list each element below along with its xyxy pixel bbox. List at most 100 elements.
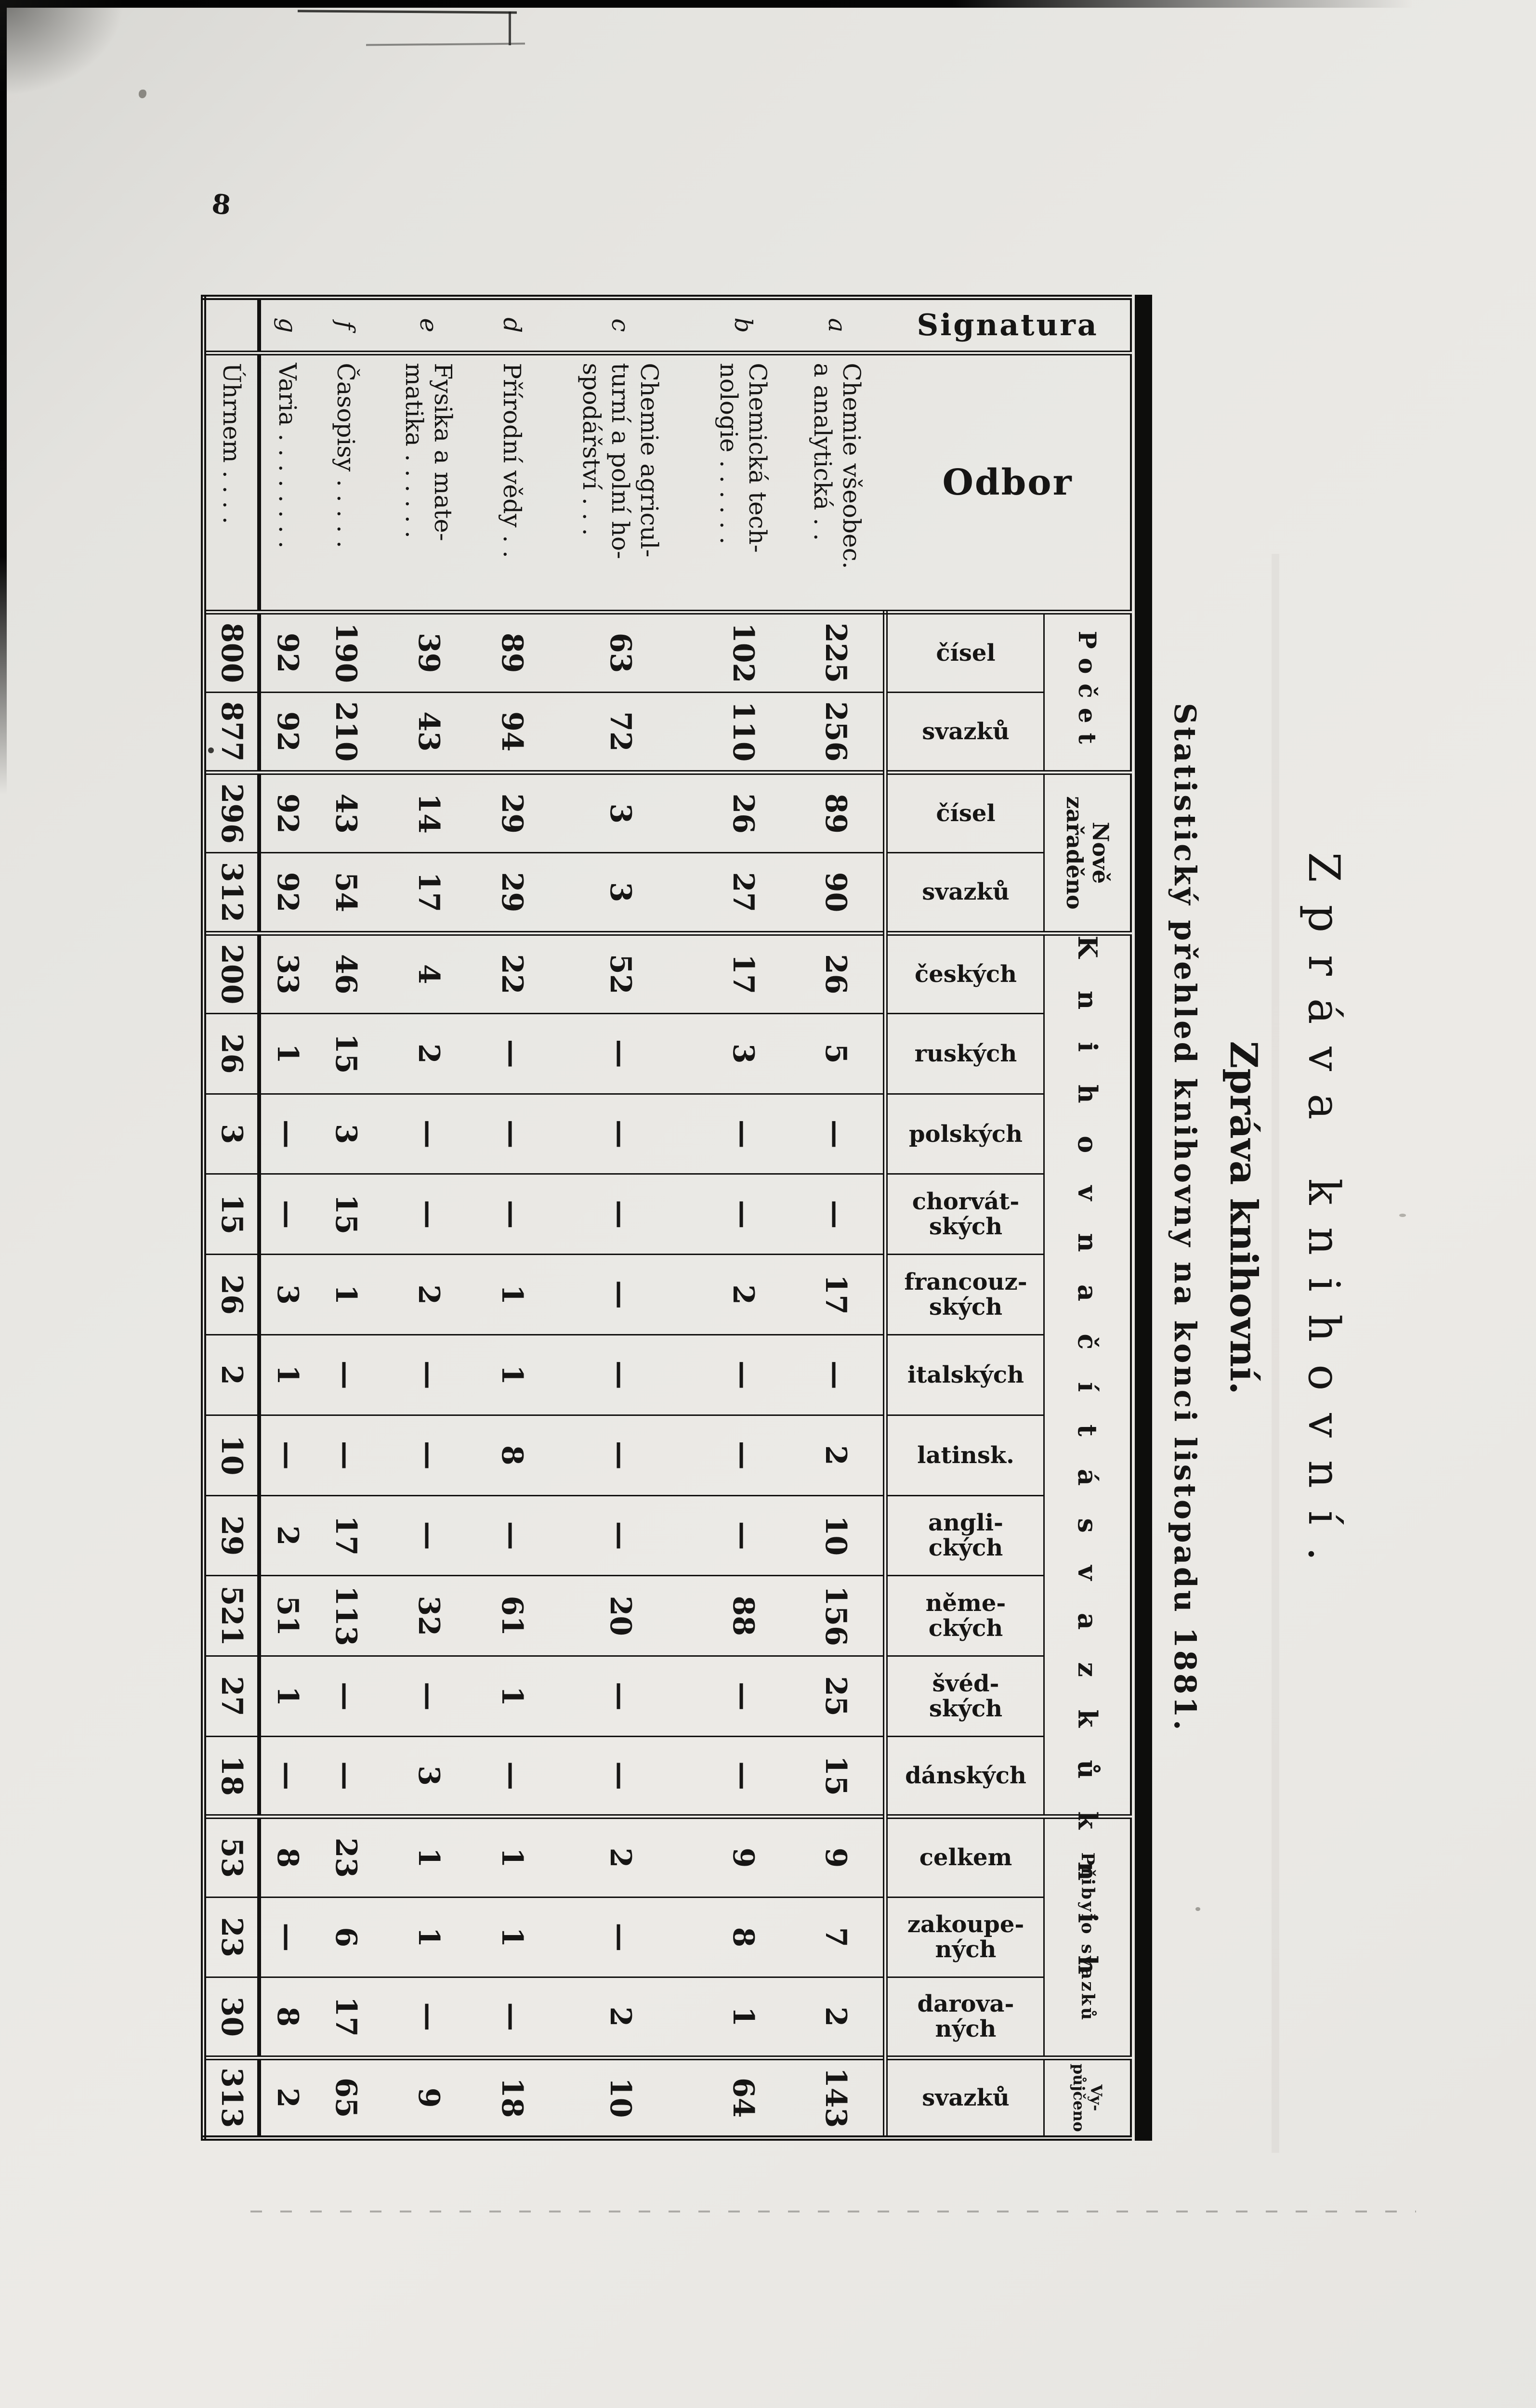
value-cell: — <box>481 1013 543 1094</box>
value-cell: 1 <box>377 1897 481 1977</box>
value-cell: — <box>543 1736 697 1817</box>
value-cell: 113 <box>315 1575 377 1656</box>
header-signatura: Signatura <box>885 298 1131 353</box>
header-odbor-label: Odbor <box>942 461 1073 503</box>
scan-speck <box>139 90 146 98</box>
total-cell: 15 <box>204 1174 259 1255</box>
value-cell: 46 <box>315 933 377 1014</box>
value-cell: 225 <box>789 612 885 693</box>
value-cell: 2 <box>789 1415 885 1496</box>
scan-edge-top <box>0 0 1536 8</box>
statistical-overview-heading: Statistický přehled knihovny na konci li… <box>1168 703 1203 1733</box>
value-cell: 2 <box>543 1977 697 2058</box>
scan-edge-left <box>0 0 7 795</box>
subhead-label: darova- ných <box>917 1990 1014 2043</box>
value-cell: — <box>259 1897 315 1977</box>
value-cell: — <box>697 1174 789 1255</box>
value-cell: 26 <box>789 933 885 1014</box>
table-top-heavy-rule <box>1135 295 1152 2141</box>
value-cell: 17 <box>315 1977 377 2058</box>
value-cell: 4 <box>377 933 481 1014</box>
subhead-vypujceno-svazku: svazků <box>885 2057 1044 2138</box>
subhead-label: čísel <box>936 639 996 667</box>
subhead-label: zakoupe- ných <box>907 1911 1024 1963</box>
rotated-content-block: Zpráva knihovní. Zpráva knihovní. Statis… <box>201 295 1349 2141</box>
value-cell: — <box>543 1897 697 1977</box>
value-cell: — <box>697 1656 789 1737</box>
value-cell: 2 <box>377 1254 481 1335</box>
subhead-anglickych: angli- ckých <box>885 1495 1044 1576</box>
value-cell: 39 <box>377 612 481 693</box>
subhead-svedskych: švéd- ských <box>885 1656 1044 1737</box>
value-cell: — <box>377 1977 481 2058</box>
table-row: d Přírodní vědy . . 89 94 29 29 22 — — —… <box>481 298 543 2138</box>
value-cell: 9 <box>697 1817 789 1897</box>
report-title-spaced: Zpráva knihovní. <box>1299 852 1349 1584</box>
total-cell: 29 <box>204 1495 259 1576</box>
value-cell: 3 <box>543 852 697 933</box>
value-cell: 2 <box>697 1254 789 1335</box>
value-cell: 1 <box>481 1254 543 1335</box>
value-cell: 33 <box>259 933 315 1014</box>
subhead-label: českých <box>914 960 1017 988</box>
value-cell: 92 <box>259 612 315 693</box>
total-cell: 296 <box>204 772 259 853</box>
value-cell: — <box>259 1174 315 1255</box>
value-cell: — <box>789 1174 885 1255</box>
subhead-latinskych: latinsk. <box>885 1415 1044 1496</box>
total-cell: 313 <box>204 2057 259 2138</box>
value-cell: — <box>481 1736 543 1817</box>
subhead-pocet-svazku: svazků <box>885 692 1044 773</box>
value-cell: — <box>377 1495 481 1576</box>
subhead-label: latinsk. <box>917 1441 1014 1469</box>
value-cell: 32 <box>377 1575 481 1656</box>
subhead-pocet-cisel: čísel <box>885 612 1044 693</box>
value-cell: — <box>789 1335 885 1415</box>
subhead-francouzskych: francouz- ských <box>885 1254 1044 1335</box>
header-signatura-label: Signatura <box>917 307 1099 343</box>
value-cell: 2 <box>789 1977 885 2058</box>
subhead-celkem: celkem <box>885 1817 1044 1897</box>
value-cell: 63 <box>543 612 697 693</box>
value-cell: 3 <box>543 772 697 853</box>
table-row: f Časopisy . . . . . 190 210 43 54 46 15… <box>315 298 377 2138</box>
subhead-polskych: polských <box>885 1094 1044 1174</box>
scan-artifact-line <box>366 42 525 46</box>
value-cell: — <box>697 1094 789 1174</box>
subhead-zakoupenych: zakoupe- ných <box>885 1897 1044 1977</box>
subhead-nove-cisel: čísel <box>885 772 1044 853</box>
subhead-italskych: italských <box>885 1335 1044 1415</box>
signatura-letter: e <box>415 318 443 333</box>
value-cell: 6 <box>315 1897 377 1977</box>
library-statistics-table: Signatura Odbor Počet Nově zařaděno K n … <box>201 295 1132 2141</box>
subhead-label: celkem <box>919 1844 1012 1871</box>
value-cell: — <box>481 1094 543 1174</box>
value-cell: 17 <box>315 1495 377 1576</box>
value-cell: — <box>315 1736 377 1817</box>
subhead-label: něme- ckých <box>925 1590 1006 1642</box>
subhead-label: ruských <box>914 1040 1017 1067</box>
value-cell: 1 <box>481 1897 543 1977</box>
value-cell: 25 <box>789 1656 885 1737</box>
signatura-letter <box>204 297 259 353</box>
value-cell: — <box>697 1415 789 1496</box>
value-cell: — <box>543 1495 697 1576</box>
table-row: c Chemie agricul- turní a polní ho- spod… <box>543 298 697 2138</box>
value-cell: 5 <box>789 1013 885 1094</box>
value-cell: — <box>315 1335 377 1415</box>
value-cell: — <box>315 1415 377 1496</box>
value-cell: 23 <box>315 1817 377 1897</box>
value-cell: 1 <box>259 1656 315 1737</box>
scan-artifact-line <box>297 10 517 14</box>
value-cell: — <box>377 1415 481 1496</box>
value-cell: 90 <box>789 852 885 933</box>
signatura-letter: g <box>274 317 302 333</box>
value-cell: 2 <box>543 1817 697 1897</box>
subhead-darovanych: darova- ných <box>885 1977 1044 2058</box>
value-cell: 210 <box>315 692 377 773</box>
value-cell: — <box>259 1736 315 1817</box>
value-cell: — <box>697 1335 789 1415</box>
scan-corner-shadow <box>0 0 125 96</box>
value-cell: — <box>315 1656 377 1737</box>
